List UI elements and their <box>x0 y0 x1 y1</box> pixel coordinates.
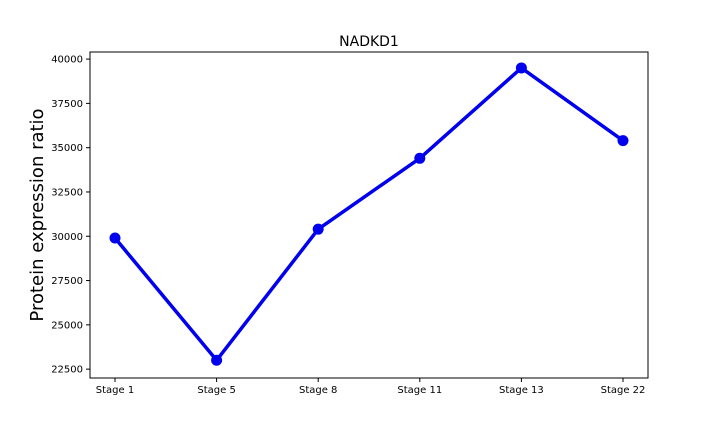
y-axis: 22500 25000 27500 30000 32500 35000 37500 40000 <box>51 55 90 376</box>
x-tick-label: Stage 8 <box>299 385 337 396</box>
x-tick-label: Stage 22 <box>601 385 646 396</box>
y-tick-label: 40000 <box>51 55 83 66</box>
y-tick-label: 22500 <box>51 365 83 376</box>
y-tick-label: 35000 <box>51 143 83 154</box>
chart-title: NADKD1 <box>339 34 399 50</box>
x-tick-label: Stage 1 <box>96 385 134 396</box>
plot-area-frame <box>89 51 649 379</box>
data-point <box>617 135 629 147</box>
x-tick-label: Stage 11 <box>397 385 442 396</box>
data-point <box>109 232 121 244</box>
data-point <box>211 354 223 366</box>
y-tick-label: 27500 <box>51 276 83 287</box>
x-tick-label: Stage 5 <box>197 385 235 396</box>
data-point <box>312 223 324 235</box>
x-tick-label: Stage 13 <box>499 385 544 396</box>
y-tick-label: 32500 <box>51 187 83 198</box>
data-point <box>515 62 527 74</box>
series-line <box>113 66 625 363</box>
y-tick-label: 37500 <box>51 99 83 110</box>
data-point <box>414 152 426 164</box>
y-tick-label: 30000 <box>51 232 83 243</box>
y-axis-label: Protein expression ratio <box>27 108 48 321</box>
x-axis: Stage 1 Stage 5 Stage 8 Stage 11 Stage 13 Sta… <box>96 378 646 396</box>
y-tick-label: 25000 <box>51 320 83 331</box>
series-layer <box>109 62 629 366</box>
